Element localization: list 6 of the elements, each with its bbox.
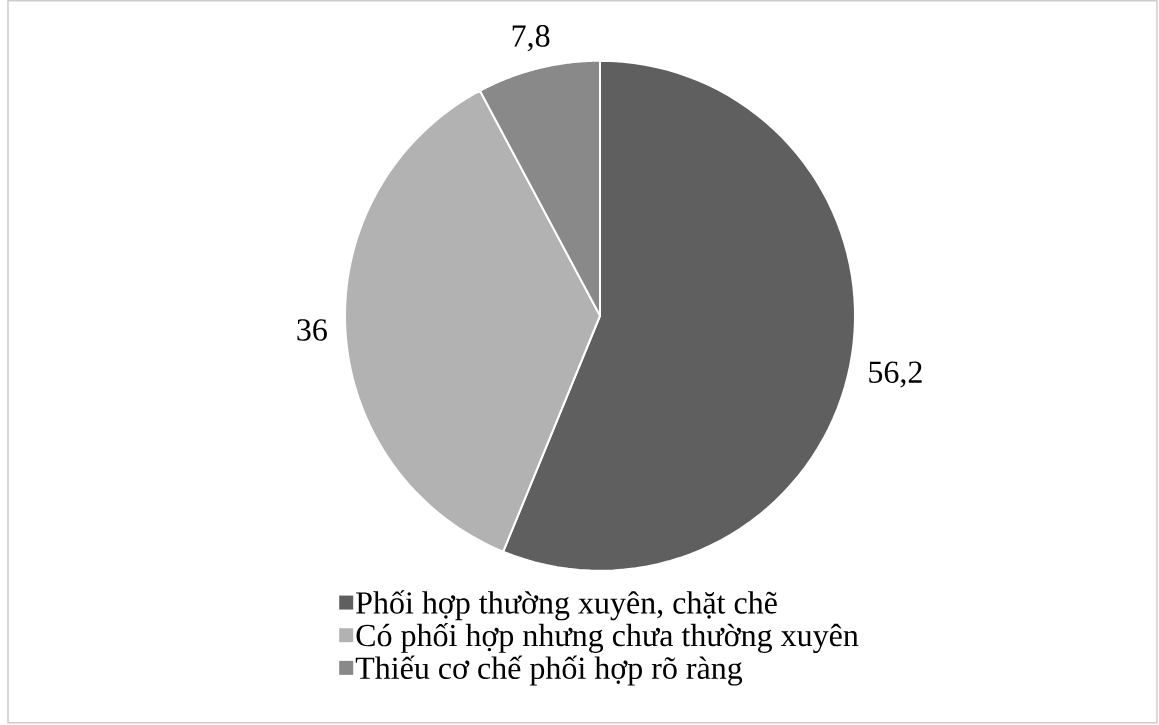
data-label: 7,8 <box>512 25 550 52</box>
data-label: 36 <box>297 319 327 341</box>
data-label: 56,2 <box>869 361 922 388</box>
legend-label: Phối hợp thường xuyên, chặt chẽ <box>356 590 777 621</box>
legend-label: Thiếu cơ chế phối hợp rõ ràng <box>355 655 743 686</box>
legend-label: Có phối hợp nhưng chưa thường xuyên <box>356 623 859 654</box>
